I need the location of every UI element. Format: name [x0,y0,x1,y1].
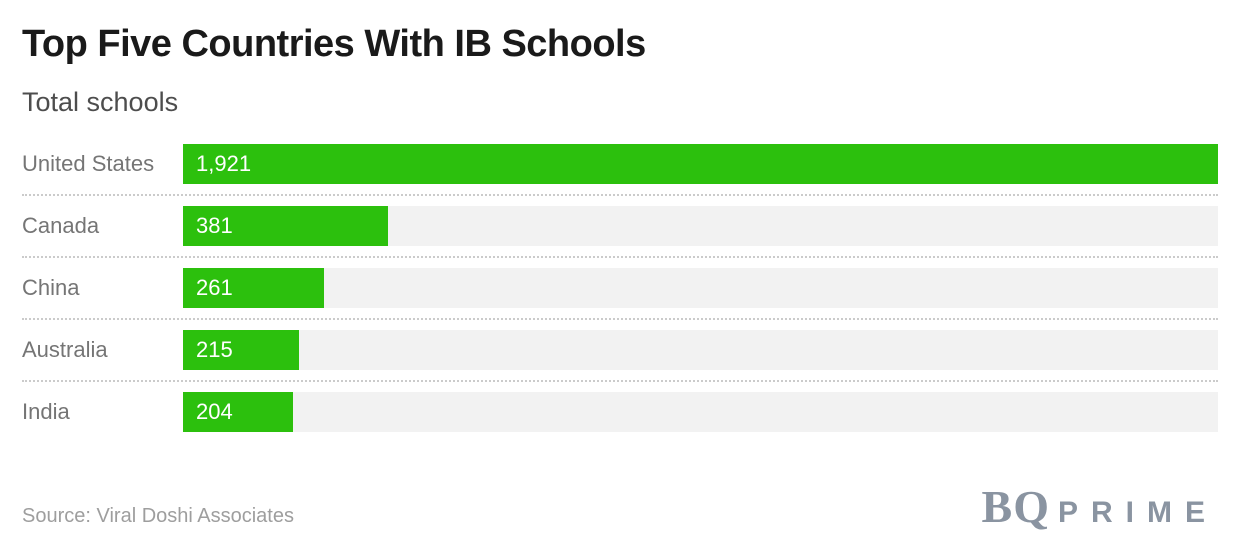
bar-label: China [22,275,80,300]
bar-track: 261 [183,268,1218,308]
bar-row-canada: Canada 381 [22,206,1218,246]
source-note: Source: Viral Doshi Associates [22,505,294,527]
bar-value: 1,921 [196,151,252,176]
bar-value: 215 [196,337,233,362]
bar-label: United States [22,151,155,176]
chart-title: Top Five Countries With IB Schools [22,23,646,65]
bar-track: 215 [183,330,1218,370]
bar-label: Australia [22,337,108,362]
bar-chart: United States 1,921 Canada 381 China 261 [22,144,1218,432]
bar-fill: 381 [183,206,389,246]
bar-fill: 204 [183,392,293,432]
row-divider [22,318,1218,320]
bar-label: Canada [22,213,100,238]
bar-fill: 261 [183,268,324,308]
bar-value: 204 [196,399,233,424]
bar-value: 381 [196,213,233,238]
bar-fill: 1,921 [183,144,1218,184]
bar-row-united-states: United States 1,921 [22,144,1218,184]
bq-prime-logo: BQ PRIME [981,481,1218,532]
bar-track: 381 [183,206,1218,246]
bq-prime-logo-sans: PRIME [1057,496,1218,529]
bar-row-australia: Australia 215 [22,330,1218,370]
chart-subtitle: Total schools [22,87,179,117]
bar-fill: 215 [183,330,299,370]
bar-label: India [22,399,70,424]
bq-prime-logo-serif: BQ [981,481,1050,532]
bar-track: 204 [183,392,1218,432]
bar-row-india: India 204 [22,392,1218,432]
bar-track: 1,921 [183,144,1218,184]
row-divider [22,380,1218,382]
bar-row-china: China 261 [22,268,1218,308]
row-divider [22,194,1218,196]
row-divider [22,256,1218,258]
chart-footer: Source: Viral Doshi Associates BQ PRIME [22,481,1218,532]
bar-value: 261 [196,275,233,300]
